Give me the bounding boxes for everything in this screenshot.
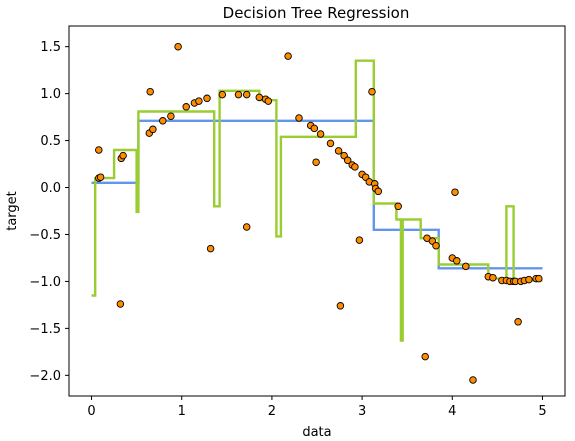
data-point bbox=[451, 188, 459, 196]
data-point bbox=[368, 87, 376, 96]
data-point bbox=[432, 241, 440, 250]
data-point bbox=[421, 352, 429, 361]
chart-title: Decision Tree Regression bbox=[223, 4, 410, 22]
data-point bbox=[334, 147, 343, 155]
data-point bbox=[374, 187, 383, 196]
data-point bbox=[326, 139, 335, 148]
data-point bbox=[182, 103, 190, 111]
y-tick-label: 1.5 bbox=[40, 40, 61, 55]
data-point bbox=[195, 97, 203, 105]
data-point bbox=[312, 158, 320, 166]
data-point bbox=[453, 257, 461, 265]
data-point bbox=[242, 90, 251, 99]
x-axis: 0 1 2 3 4 5 bbox=[87, 396, 547, 419]
data-point bbox=[355, 236, 364, 244]
x-tick-label: 0 bbox=[87, 404, 95, 419]
x-tick-label: 4 bbox=[448, 404, 456, 419]
points-layer bbox=[95, 42, 543, 384]
x-tick-label: 1 bbox=[178, 404, 186, 419]
data-point bbox=[489, 273, 497, 282]
x-tick-label: 5 bbox=[538, 404, 546, 419]
data-point bbox=[316, 130, 325, 138]
data-point bbox=[234, 90, 243, 99]
data-point bbox=[535, 274, 543, 283]
data-point bbox=[255, 93, 264, 102]
data-point bbox=[206, 244, 215, 253]
data-point bbox=[514, 318, 522, 326]
data-point bbox=[525, 275, 533, 284]
y-tick-label: 0.5 bbox=[40, 134, 61, 149]
data-point bbox=[149, 125, 157, 134]
data-point bbox=[295, 114, 303, 122]
data-point bbox=[394, 202, 402, 211]
data-point bbox=[95, 146, 103, 154]
data-point bbox=[264, 97, 273, 105]
y-tick-label: −2.0 bbox=[29, 369, 61, 384]
data-point bbox=[146, 87, 154, 96]
plot-area-frame bbox=[68, 25, 566, 397]
data-point bbox=[462, 262, 470, 271]
x-tick-label: 3 bbox=[358, 404, 366, 419]
data-point bbox=[96, 173, 105, 181]
x-tick-label: 2 bbox=[268, 404, 276, 419]
data-point bbox=[203, 94, 211, 103]
data-point bbox=[159, 117, 167, 125]
data-point bbox=[116, 300, 125, 308]
y-axis: −2.0 −1.5 −1.0 −0.5 0.0 0.5 1.0 1.5 bbox=[29, 40, 69, 384]
data-point bbox=[167, 112, 175, 120]
y-tick-label: −1.0 bbox=[29, 275, 61, 290]
data-point bbox=[310, 124, 319, 133]
data-point bbox=[336, 302, 345, 310]
data-point bbox=[174, 42, 182, 51]
data-point bbox=[343, 156, 352, 165]
y-tick-label: 1.0 bbox=[40, 87, 61, 102]
y-tick-label: −0.5 bbox=[29, 228, 61, 243]
y-tick-label: 0.0 bbox=[40, 181, 61, 196]
data-point bbox=[119, 151, 127, 160]
y-axis-title: target bbox=[5, 191, 20, 231]
data-point bbox=[469, 376, 477, 384]
data-point bbox=[218, 90, 227, 99]
x-axis-title: data bbox=[302, 425, 331, 440]
y-tick-label: −1.5 bbox=[29, 322, 61, 337]
data-point bbox=[242, 223, 251, 231]
data-point bbox=[351, 163, 359, 171]
data-point bbox=[284, 52, 292, 60]
